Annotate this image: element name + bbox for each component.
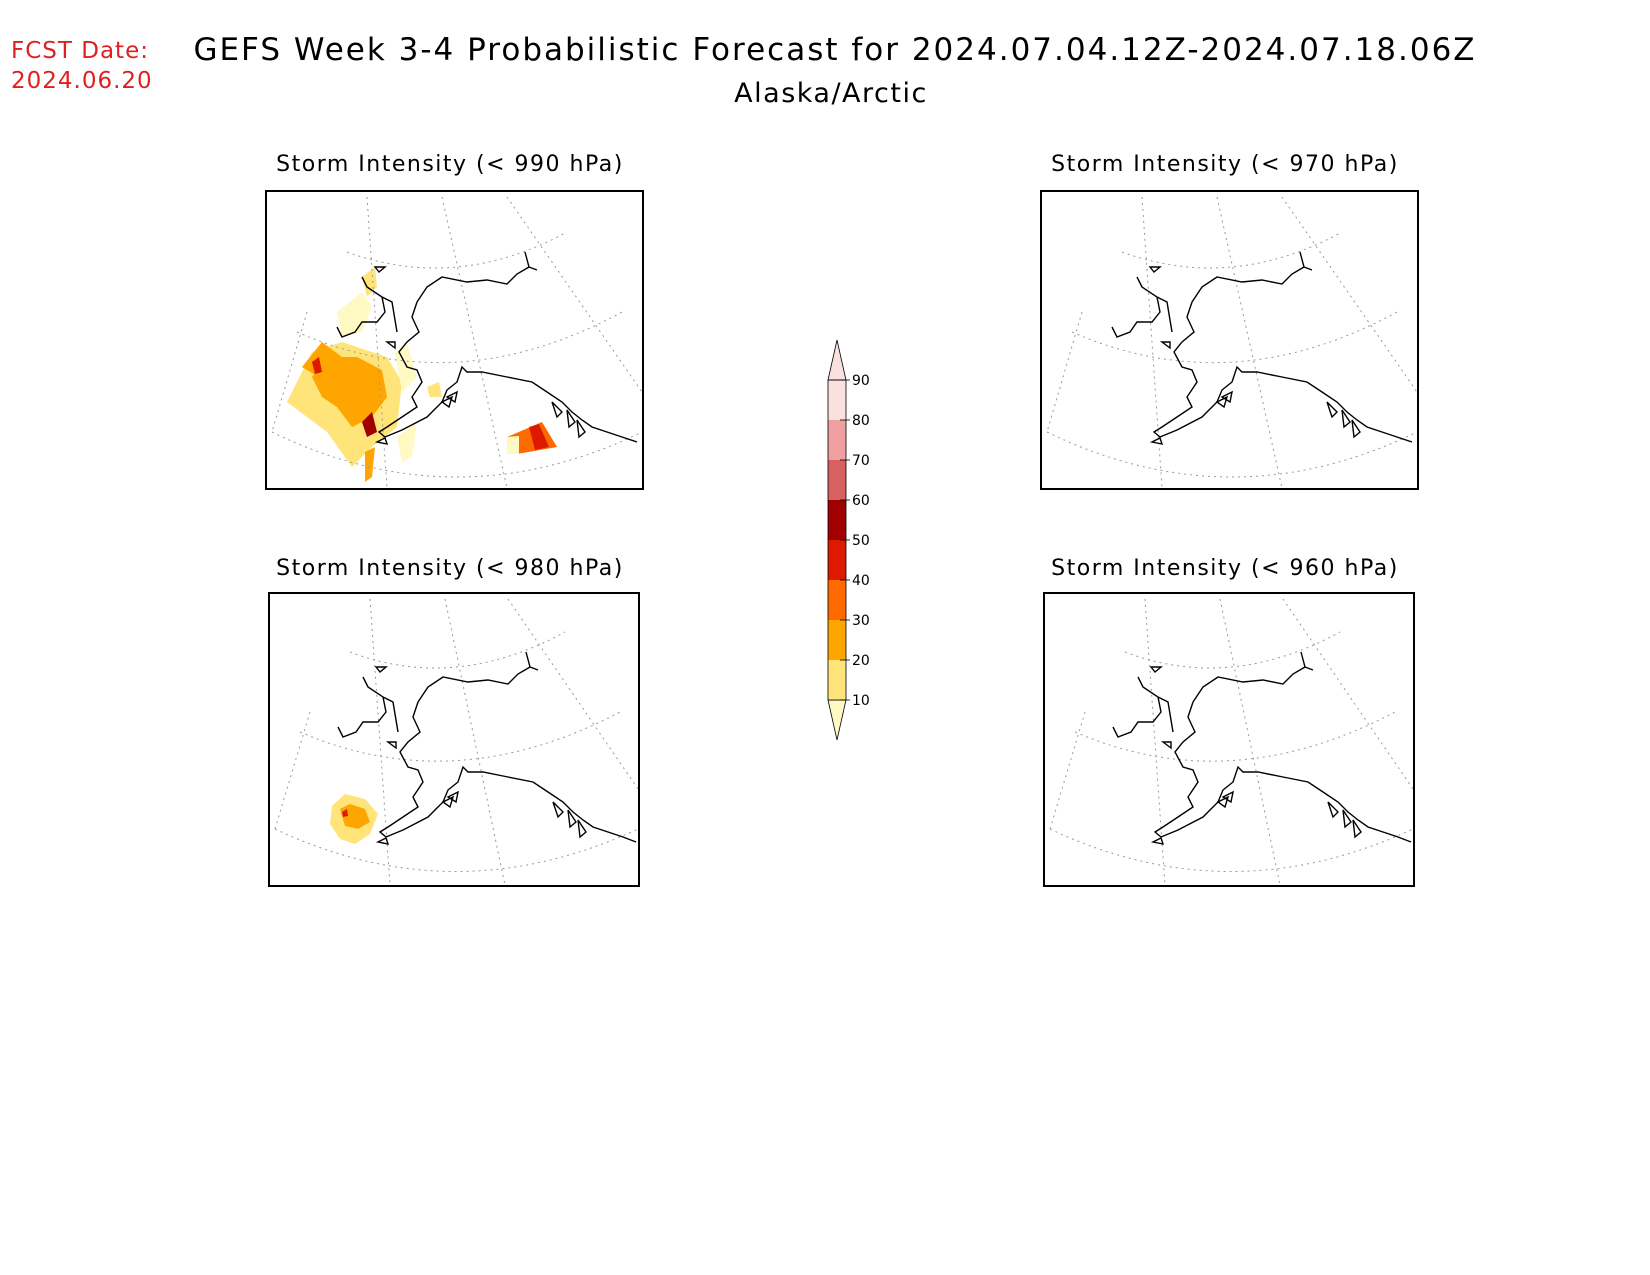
colorbar-labels: 10 20 30 40 50 60 70 80 90 [840,373,870,709]
panel-title-990: Storm Intensity (< 990 hPa) [276,152,624,177]
coastline-980 [337,651,637,845]
colorbar-tick-label: 20 [852,653,870,669]
graticule-960 [1049,598,1413,885]
coastline-960 [1112,651,1412,845]
map-panel-980 [268,592,640,887]
colorbar-tick-label: 80 [852,413,870,429]
graticule-980 [274,598,638,885]
main-title: GEFS Week 3-4 Probabilistic Forecast for… [193,32,1477,68]
colorbar-tick-label: 10 [852,693,870,709]
colorbar-swatch [828,660,846,700]
region-subtitle: Alaska/Arctic [734,78,928,109]
colorbar-tick-label: 40 [852,573,870,589]
map-panel-970 [1040,190,1419,490]
colorbar-tick-label: 70 [852,453,870,469]
forecast-date-label: FCST Date: [11,38,149,64]
panel-title-960: Storm Intensity (< 960 hPa) [1051,556,1399,581]
colorbar-swatch-above [827,339,847,381]
colorbar-swatch [828,580,846,620]
coastline-970 [1111,251,1413,445]
map-980-svg [274,598,638,885]
graticule-990 [271,196,642,488]
colorbar-swatch [828,460,846,500]
colorbar-tick-label: 50 [852,533,870,549]
colorbar-swatch [828,420,846,460]
map-970-svg [1046,196,1417,488]
colorbar-swatches [827,339,847,741]
probability-shading-990 [287,267,557,482]
map-960-svg [1049,598,1413,885]
panel-title-980: Storm Intensity (< 980 hPa) [276,556,624,581]
probability-shading-980 [330,794,378,844]
colorbar-tick-label: 30 [852,613,870,629]
graticule-970 [1046,196,1417,488]
colorbar: 10 20 30 40 50 60 70 80 90 [827,339,870,741]
colorbar-swatch [828,380,846,420]
colorbar-swatch [828,540,846,580]
colorbar-swatch-below [827,699,847,741]
colorbar-swatch [828,620,846,660]
colorbar-swatch [828,500,846,540]
map-990-svg [271,196,642,488]
forecast-date-value: 2024.06.20 [11,68,153,94]
map-panel-960 [1043,592,1415,887]
colorbar-tick-label: 90 [852,373,870,389]
map-panel-990 [265,190,644,490]
colorbar-tick-label: 60 [852,493,870,509]
coastline-990 [336,251,638,445]
panel-title-970: Storm Intensity (< 970 hPa) [1051,152,1399,177]
